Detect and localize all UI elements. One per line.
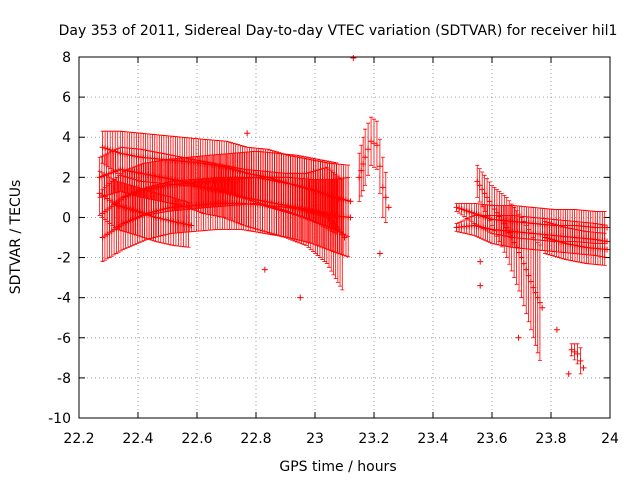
data-point xyxy=(477,258,484,265)
data-point xyxy=(376,250,383,257)
data-point xyxy=(513,244,520,251)
series-track-10 xyxy=(542,221,611,266)
data-point xyxy=(479,186,486,193)
series-track-5 xyxy=(99,176,354,262)
y-axis-label: SDTVAR / TECUs xyxy=(8,180,24,295)
data-point xyxy=(385,204,392,211)
data-point xyxy=(604,246,611,253)
data-point xyxy=(102,145,109,152)
data-point xyxy=(458,206,465,213)
axis-ticks: 22.2 22.4 22.6 22.8 23 23.2 23.4 23.6 23.8 24-10-… xyxy=(48,50,619,447)
data-point xyxy=(99,144,106,151)
x-tick-label: 23.4 xyxy=(417,431,448,447)
data-point xyxy=(466,208,473,215)
data-point xyxy=(553,326,560,333)
y-tick-label: 2 xyxy=(62,170,71,186)
data-point xyxy=(463,207,470,214)
y-tick-label: 0 xyxy=(62,210,71,226)
data-point xyxy=(476,182,483,189)
data-point xyxy=(501,220,508,227)
y-tick-label: -4 xyxy=(57,291,71,307)
x-tick-label: 23 xyxy=(306,431,324,447)
data-point xyxy=(477,282,484,289)
x-tick-label: 22.6 xyxy=(181,431,212,447)
data-point xyxy=(347,214,354,221)
data-point xyxy=(382,194,389,201)
series-track-9 xyxy=(474,164,546,361)
data-point xyxy=(376,163,383,170)
chart-title: Day 353 of 2011, Sidereal Day-to-day VTE… xyxy=(59,23,618,39)
data-point xyxy=(341,234,348,241)
data-point xyxy=(373,142,380,149)
x-tick-label: 22.2 xyxy=(63,431,94,447)
data-point xyxy=(580,364,587,371)
data-point xyxy=(468,209,475,216)
data-point xyxy=(180,220,187,227)
data-point xyxy=(508,234,515,241)
data-point xyxy=(516,249,523,256)
y-tick-label: 8 xyxy=(62,50,71,66)
data-point xyxy=(456,205,463,212)
data-point xyxy=(474,178,481,185)
data-point xyxy=(565,370,572,377)
data-point xyxy=(577,357,584,364)
y-tick-label: 4 xyxy=(62,130,71,146)
data-point xyxy=(503,224,510,231)
series-track-6 xyxy=(356,116,392,223)
x-tick-label: 22.4 xyxy=(122,431,153,447)
series-outliers xyxy=(244,55,572,377)
data-point xyxy=(511,239,518,246)
x-tick-label: 23.6 xyxy=(476,431,507,447)
data-point xyxy=(515,334,522,341)
data-point xyxy=(350,55,357,62)
y-tick-label: -6 xyxy=(57,331,71,347)
data-point xyxy=(498,217,505,224)
data-point xyxy=(175,219,182,226)
data-point xyxy=(496,213,503,220)
data-point xyxy=(183,221,190,228)
x-tick-label: 24 xyxy=(601,431,619,447)
data-point xyxy=(297,294,304,301)
data-point xyxy=(574,350,581,357)
data-point xyxy=(486,198,493,205)
data-point xyxy=(539,304,546,311)
data-point xyxy=(379,184,386,191)
x-axis-label: GPS time / hours xyxy=(279,459,396,475)
data-point xyxy=(536,299,543,306)
data-point xyxy=(335,196,342,203)
data-point xyxy=(453,204,460,211)
data-point xyxy=(493,209,500,216)
series-track-11 xyxy=(568,343,587,375)
data-series xyxy=(96,55,611,377)
data-point xyxy=(177,220,184,227)
data-point xyxy=(244,130,251,137)
data-point xyxy=(484,194,491,201)
y-tick-label: 6 xyxy=(62,90,71,106)
data-point xyxy=(261,266,268,273)
data-point xyxy=(365,146,372,153)
x-tick-label: 22.8 xyxy=(240,431,271,447)
x-tick-label: 23.2 xyxy=(358,431,389,447)
x-tick-label: 23.8 xyxy=(535,431,566,447)
data-point xyxy=(491,206,498,213)
data-point xyxy=(461,206,468,213)
data-point xyxy=(489,202,495,209)
y-tick-label: -2 xyxy=(57,251,71,267)
data-point xyxy=(104,145,111,152)
plot-frame xyxy=(78,56,611,419)
y-tick-label: -8 xyxy=(57,371,71,387)
data-point xyxy=(481,190,488,197)
data-point xyxy=(362,154,369,161)
y-tick-label: -10 xyxy=(48,411,71,427)
data-point xyxy=(506,229,513,236)
